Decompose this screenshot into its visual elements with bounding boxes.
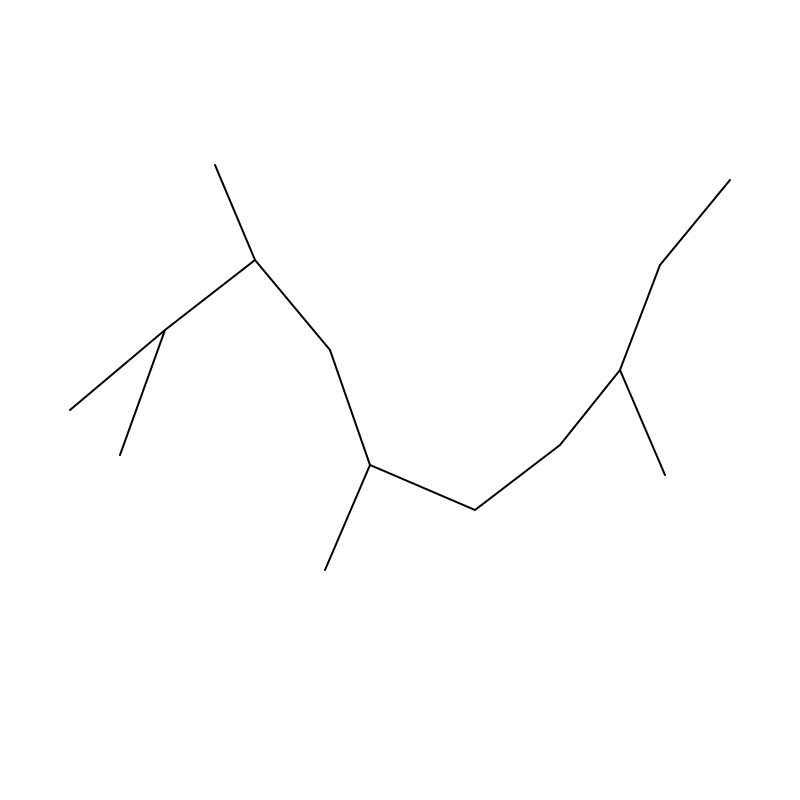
molecule-diagram xyxy=(0,0,800,800)
bond xyxy=(255,260,330,350)
bond xyxy=(330,350,370,465)
bond xyxy=(475,445,560,510)
bond xyxy=(620,265,660,370)
bond xyxy=(325,465,370,570)
bond xyxy=(660,180,730,265)
bond xyxy=(215,165,255,260)
bond xyxy=(370,465,475,510)
bond xyxy=(165,260,255,330)
bond xyxy=(560,370,620,445)
bond xyxy=(620,370,665,475)
